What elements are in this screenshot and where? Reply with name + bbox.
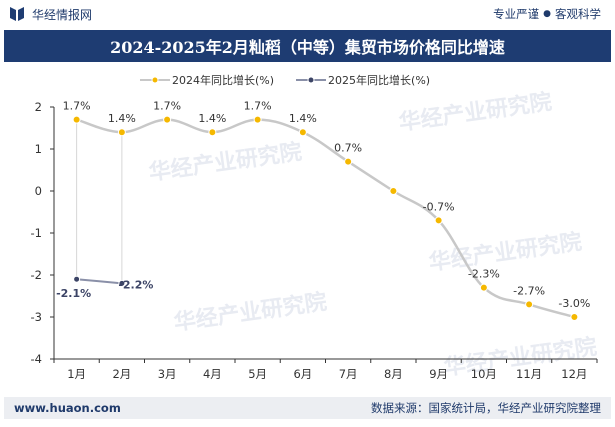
- y-tick-label: 1: [35, 142, 42, 156]
- series-2024-point: [525, 300, 534, 309]
- series-2024-data-label: 1.4%: [289, 112, 317, 125]
- x-tick-label: 12月: [561, 367, 587, 381]
- series-2024-point: [570, 313, 579, 321]
- series-2024-data-label: 1.4%: [198, 112, 226, 125]
- series-2024-point: [389, 187, 398, 195]
- chart-title-bar: 2024-2025年2月籼稻（中等）集贸市场价格同比增速: [4, 30, 611, 62]
- footer-source: 数据来源：国家统计局，华经产业研究院整理: [371, 401, 601, 415]
- series-2024-data-label: 0.7%: [334, 142, 362, 155]
- x-tick-label: 2月: [112, 367, 131, 381]
- x-tick-label: 7月: [339, 367, 358, 381]
- x-tick-label: 4月: [203, 367, 222, 381]
- x-tick-label: 5月: [248, 367, 267, 381]
- slogan: 专业严谨 ● 客观科学: [493, 6, 601, 22]
- series-2024-point: [298, 128, 307, 137]
- series-2024-point: [72, 115, 81, 124]
- legend-label-2024: 2024年同比增长(%): [172, 74, 275, 87]
- series-2025-point: [118, 279, 126, 287]
- x-tick-label: 1月: [67, 367, 86, 381]
- chart-title: 2024-2025年2月籼稻（中等）集贸市场价格同比增速: [110, 38, 505, 57]
- y-tick-label: -2: [31, 268, 42, 282]
- series-2024-point: [208, 128, 217, 137]
- y-tick-label: 2: [35, 100, 42, 114]
- legend-label-2025: 2025年同比增长(%): [328, 74, 431, 87]
- footer-bar: www.huaon.com 数据来源：国家统计局，华经产业研究院整理: [4, 397, 611, 419]
- x-tick-label: 6月: [293, 367, 312, 381]
- x-tick-label: 10月: [471, 367, 497, 381]
- series-2024-point: [253, 115, 262, 124]
- series-2024-data-label: -0.7%: [423, 200, 455, 213]
- slogan-left: 专业严谨: [493, 7, 540, 21]
- chart-legend: 2024年同比增长(%) 2025年同比增长(%): [140, 72, 430, 88]
- y-tick-label: -4: [31, 352, 42, 366]
- series-2024-point: [117, 128, 126, 137]
- legend-item-2025: 2025年同比增长(%): [296, 72, 430, 88]
- bullet-icon: ●: [543, 9, 551, 19]
- y-tick-label: 0: [35, 184, 42, 198]
- legend-line-2024-icon: [140, 76, 170, 84]
- x-tick-label: 9月: [429, 367, 448, 381]
- series-2024-data-label: 1.4%: [108, 112, 136, 125]
- series-2024-point: [434, 216, 443, 225]
- watermark-text: 华经产业研究院: [397, 89, 553, 136]
- series-2025-point: [73, 275, 81, 283]
- series-2024-data-label: -2.7%: [513, 284, 545, 297]
- series-2024-data-label: 1.7%: [153, 100, 181, 113]
- series-2024-point: [344, 157, 353, 166]
- series-2024-point: [479, 283, 488, 292]
- x-tick-label: 11月: [516, 367, 542, 381]
- brand: 华经情报网: [10, 6, 92, 23]
- y-tick-label: -3: [31, 310, 42, 324]
- series-2024-data-label: 1.7%: [63, 100, 91, 113]
- brand-name: 华经情报网: [32, 7, 93, 22]
- footer-website: www.huaon.com: [14, 401, 121, 415]
- series-2025-data-label: -2.1%: [56, 287, 91, 300]
- y-tick-label: -1: [31, 226, 42, 240]
- x-tick-label: 8月: [384, 367, 403, 381]
- slogan-right: 客观科学: [555, 7, 601, 21]
- legend-item-2024: 2024年同比增长(%): [140, 72, 274, 88]
- x-tick-label: 3月: [158, 367, 177, 381]
- watermark-text: 华经产业研究院: [147, 139, 303, 186]
- series-2024-data-label: 1.7%: [244, 100, 272, 113]
- huajing-logo-icon: [10, 7, 24, 21]
- series-2024-data-label: -2.3%: [468, 268, 500, 281]
- series-2025-line: [76, 278, 122, 285]
- series-2025-data-label: -2.2%: [118, 278, 153, 291]
- top-bar: 华经情报网 专业严谨 ● 客观科学: [0, 0, 615, 28]
- legend-line-2025-icon: [296, 76, 327, 84]
- watermark-text: 华经产业研究院: [172, 289, 328, 336]
- series-2024-point: [163, 115, 172, 124]
- series-2024-data-label: -3.0%: [558, 297, 590, 310]
